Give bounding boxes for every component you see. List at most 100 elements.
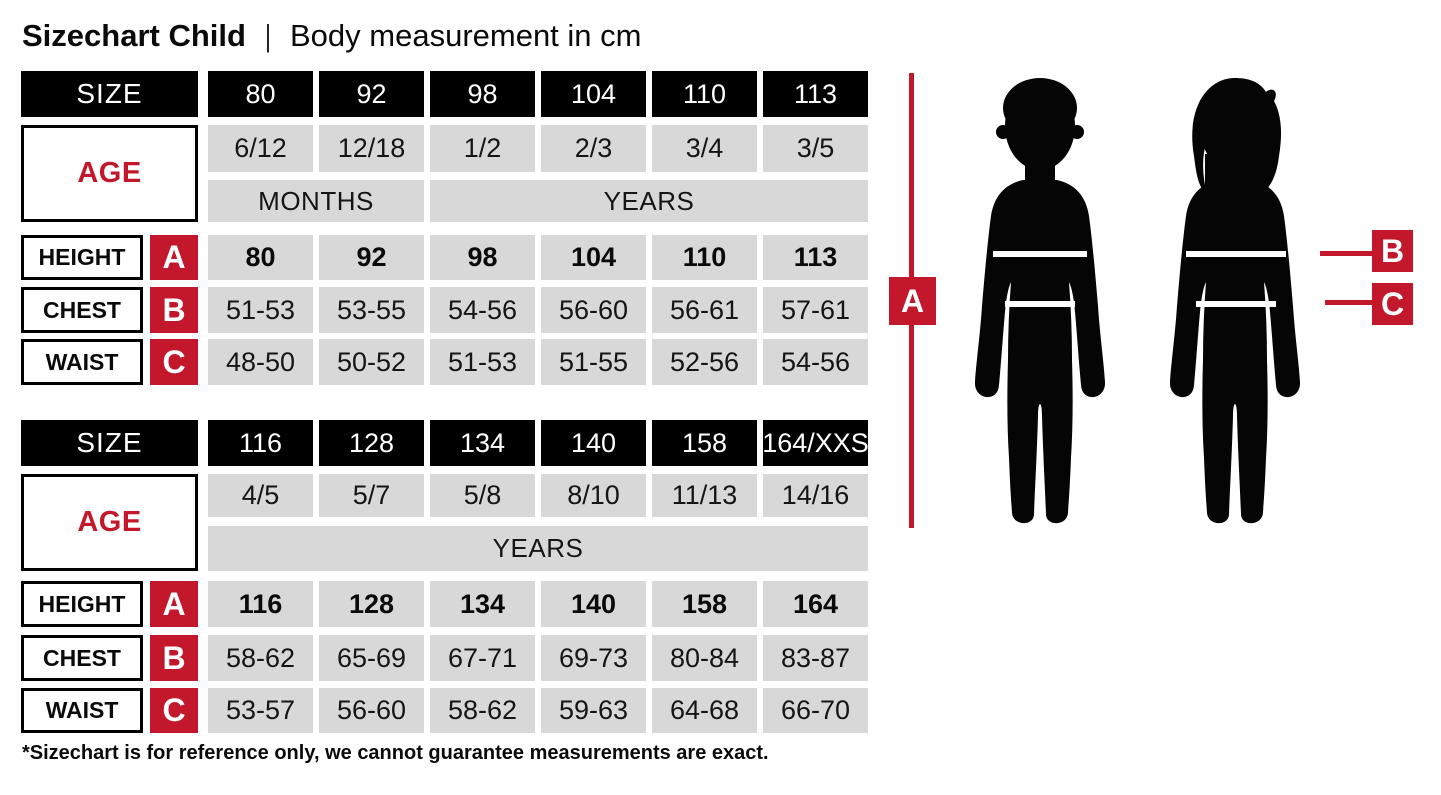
- page-title: Sizechart Child | Body measurement in cm: [22, 18, 641, 54]
- table-cell: 140: [541, 420, 646, 466]
- table-cell: 4/5: [208, 474, 313, 517]
- chest-row: 51-53 53-55 54-56 56-60 56-61 57-61: [208, 287, 868, 333]
- table-cell: 80: [208, 71, 313, 117]
- height-row: 80 92 98 104 110 113: [208, 235, 868, 280]
- table-cell: 12/18: [319, 125, 424, 172]
- waist-label: WAIST: [21, 688, 143, 733]
- table-cell: 53-57: [208, 688, 313, 733]
- boy-waist-line: [1005, 301, 1075, 307]
- table-cell: 128: [319, 581, 424, 627]
- page-title-main: Sizechart Child: [22, 18, 246, 53]
- boy-ear-right: [1070, 125, 1084, 139]
- age-label: AGE: [21, 125, 198, 222]
- table-cell: 8/10: [541, 474, 646, 517]
- table-cell: 59-63: [541, 688, 646, 733]
- girl-neck: [1220, 164, 1250, 184]
- girl-head: [1201, 88, 1269, 172]
- table-marker-b: B: [150, 287, 198, 333]
- size-header-row: 116 128 134 140 158 164/XXS: [208, 420, 868, 466]
- table-cell: 83-87: [763, 635, 868, 681]
- boy-body: [974, 180, 1106, 524]
- table-cell: 2/3: [541, 125, 646, 172]
- table-cell: 158: [652, 581, 757, 627]
- table-cell: 80: [208, 235, 313, 280]
- age-units-row: MONTHS YEARS: [208, 180, 868, 222]
- size-header-label: SIZE: [21, 420, 198, 466]
- table-cell: 104: [541, 71, 646, 117]
- size-header-row: 80 92 98 104 110 113: [208, 71, 868, 117]
- table-cell: 66-70: [763, 688, 868, 733]
- table-cell: 116: [208, 420, 313, 466]
- table-marker-a: A: [150, 235, 198, 280]
- table-cell: 69-73: [541, 635, 646, 681]
- boy-head: [1005, 82, 1075, 170]
- table-cell: 56-61: [652, 287, 757, 333]
- table-cell: 54-56: [763, 339, 868, 385]
- table-cell: 57-61: [763, 287, 868, 333]
- table-cell: 1/2: [430, 125, 535, 172]
- table-cell: 51-53: [430, 339, 535, 385]
- table-cell: 5/7: [319, 474, 424, 517]
- age-units-row: YEARS: [208, 526, 868, 571]
- table-cell: 64-68: [652, 688, 757, 733]
- table-cell: 110: [652, 71, 757, 117]
- table-cell: 51-55: [541, 339, 646, 385]
- waist-callout-line-c: [1325, 300, 1372, 305]
- table-cell: 50-52: [319, 339, 424, 385]
- height-label: HEIGHT: [21, 581, 143, 627]
- table-cell: 67-71: [430, 635, 535, 681]
- table-cell: 110: [652, 235, 757, 280]
- table-marker-a: A: [150, 581, 198, 627]
- table-cell: 56-60: [541, 287, 646, 333]
- months-label: MONTHS: [208, 180, 424, 222]
- table-cell: 92: [319, 71, 424, 117]
- table-cell: 158: [652, 420, 757, 466]
- table-cell: 3/4: [652, 125, 757, 172]
- table-cell: 140: [541, 581, 646, 627]
- table-cell: 56-60: [319, 688, 424, 733]
- waist-row: 48-50 50-52 51-53 51-55 52-56 54-56: [208, 339, 868, 385]
- table-cell: 164/XXS: [763, 420, 868, 466]
- table-cell: 164: [763, 581, 868, 627]
- table-cell: 80-84: [652, 635, 757, 681]
- table-cell: 58-62: [430, 688, 535, 733]
- table-cell: 65-69: [319, 635, 424, 681]
- table-cell: 98: [430, 71, 535, 117]
- table-cell: 58-62: [208, 635, 313, 681]
- table-cell: 92: [319, 235, 424, 280]
- table-cell: 11/13: [652, 474, 757, 517]
- age-label: AGE: [21, 474, 198, 571]
- page-subtitle: Body measurement in cm: [290, 18, 642, 53]
- table-cell: 134: [430, 420, 535, 466]
- height-label: HEIGHT: [21, 235, 143, 280]
- figure-marker-b: B: [1372, 230, 1413, 272]
- girl-chest-line: [1186, 251, 1286, 257]
- waist-row: 53-57 56-60 58-62 59-63 64-68 66-70: [208, 688, 868, 733]
- footnote: *Sizechart is for reference only, we can…: [22, 742, 769, 764]
- girl-silhouette-icon: [1169, 78, 1301, 524]
- chest-callout-line-b: [1320, 251, 1372, 256]
- chest-label: CHEST: [21, 287, 143, 333]
- table-cell: 113: [763, 235, 868, 280]
- table-cell: 116: [208, 581, 313, 627]
- size-header-label: SIZE: [21, 71, 198, 117]
- girl-waist-line: [1196, 301, 1276, 307]
- table-cell: 128: [319, 420, 424, 466]
- table-cell: 6/12: [208, 125, 313, 172]
- table-marker-b: B: [150, 635, 198, 681]
- chest-row: 58-62 65-69 67-71 69-73 80-84 83-87: [208, 635, 868, 681]
- girl-body: [1169, 180, 1301, 524]
- figure-marker-a: A: [889, 277, 936, 325]
- years-label: YEARS: [430, 180, 868, 222]
- boy-silhouette-icon: [974, 78, 1106, 524]
- figure-marker-c: C: [1372, 283, 1413, 325]
- table-cell: 3/5: [763, 125, 868, 172]
- table-cell: 52-56: [652, 339, 757, 385]
- boy-ear-left: [996, 125, 1010, 139]
- table-cell: 104: [541, 235, 646, 280]
- years-label: YEARS: [208, 526, 868, 571]
- title-separator: |: [264, 18, 272, 53]
- table-cell: 53-55: [319, 287, 424, 333]
- height-row: 116 128 134 140 158 164: [208, 581, 868, 627]
